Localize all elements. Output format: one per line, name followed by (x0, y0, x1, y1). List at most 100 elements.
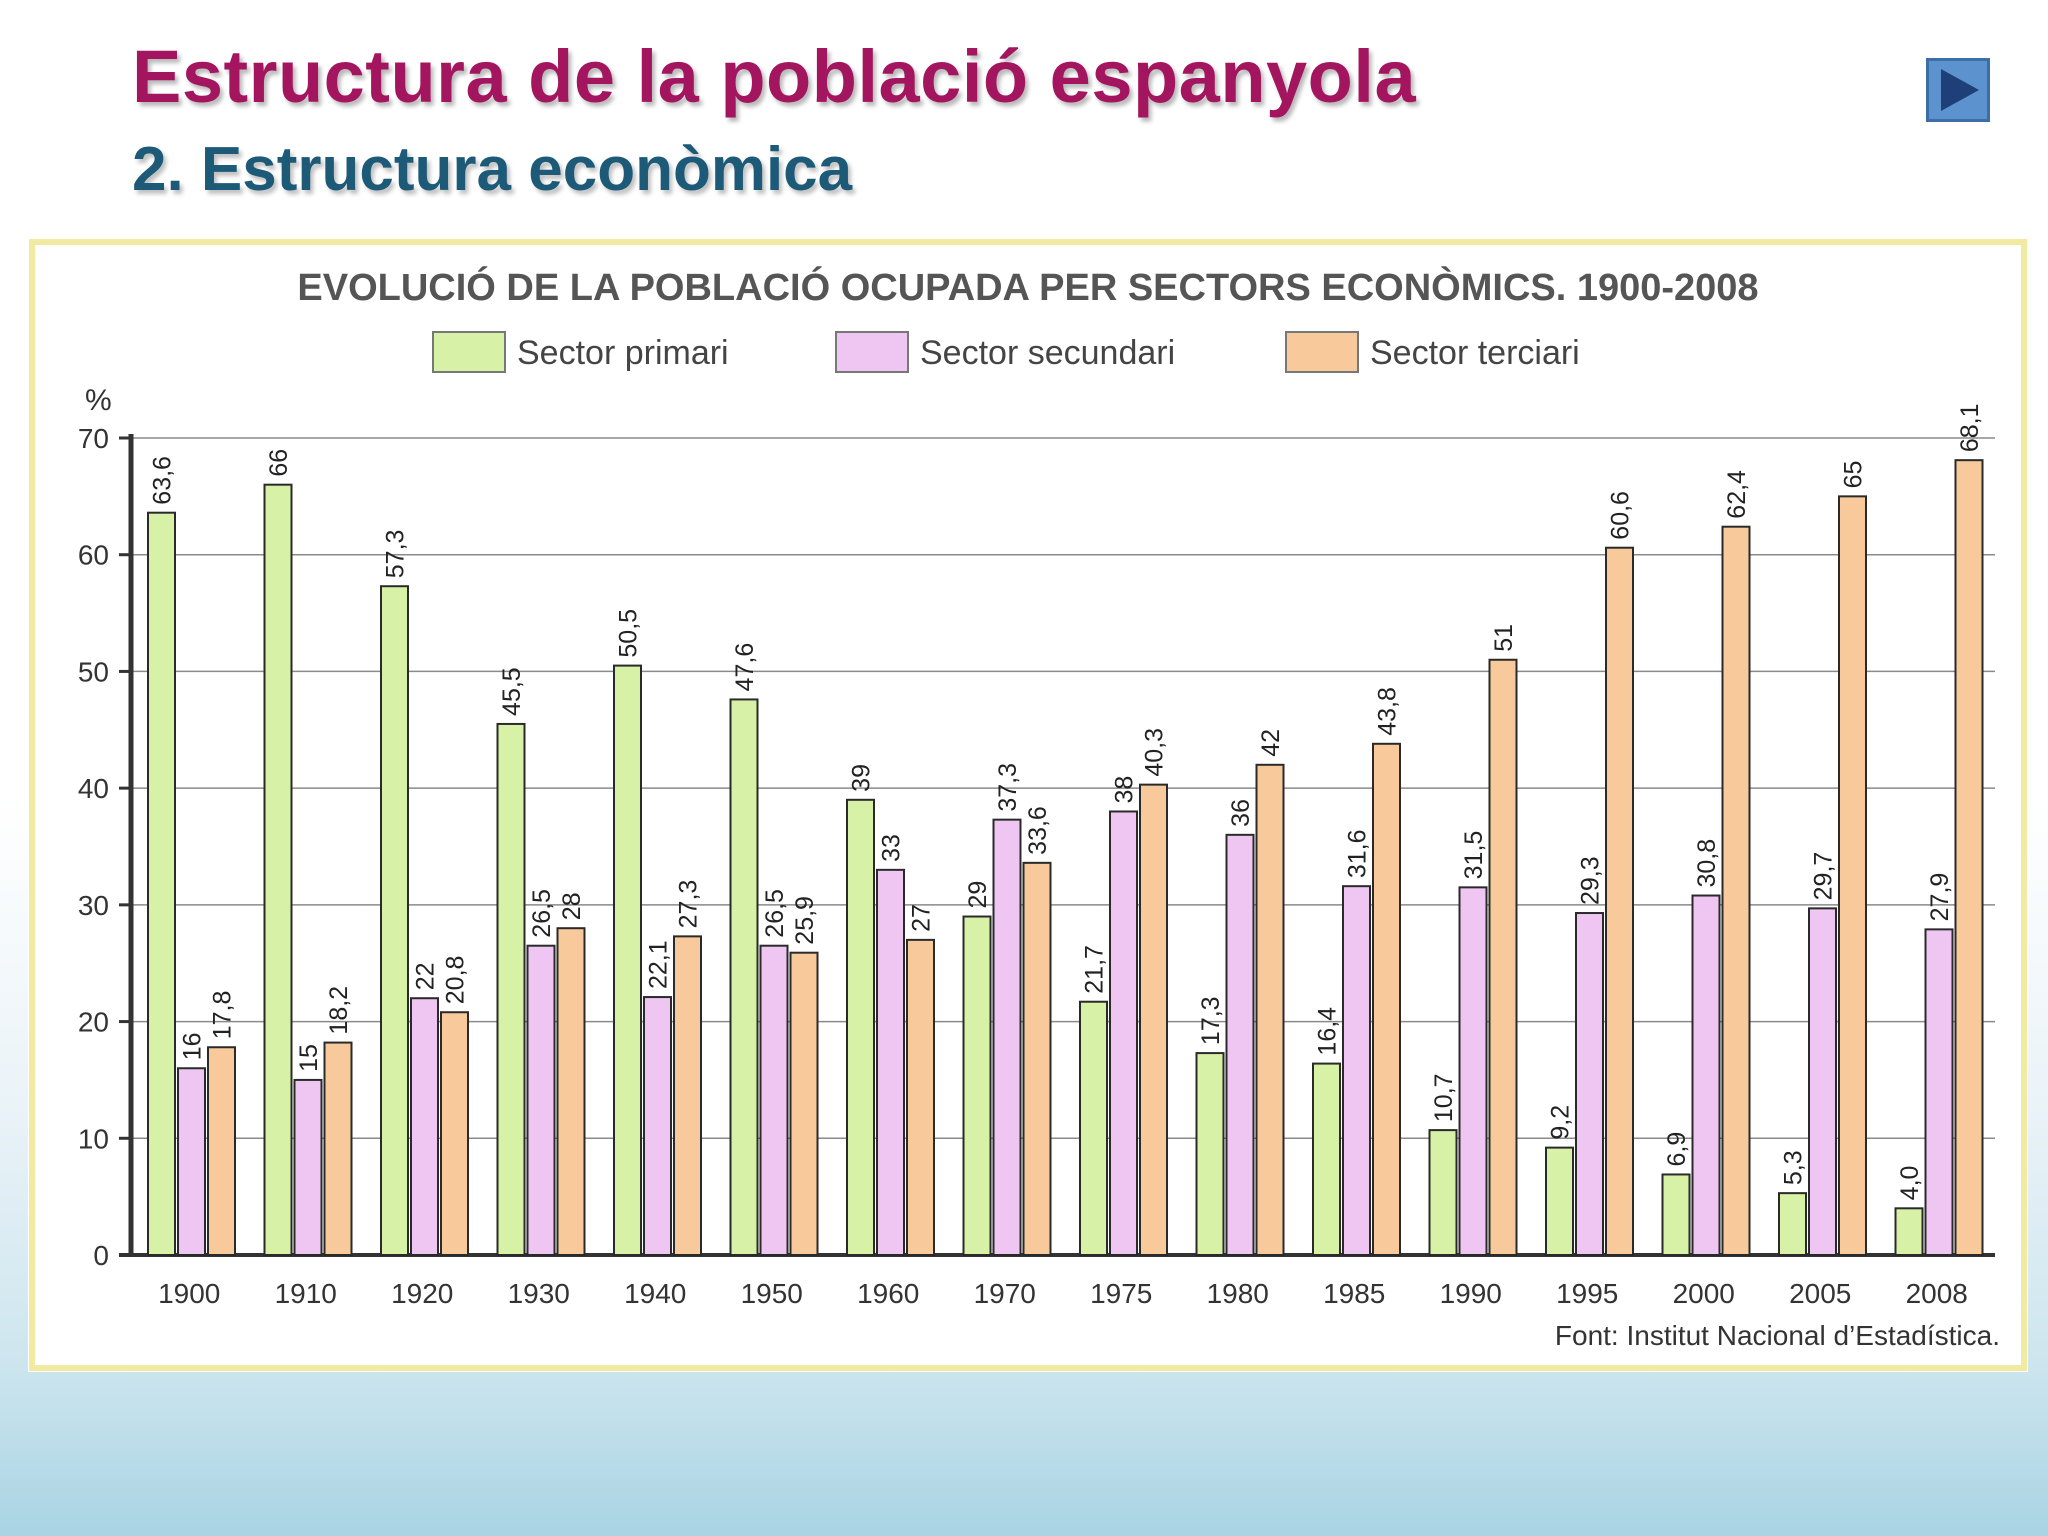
x-tick-label: 1975 (1090, 1278, 1152, 1309)
bar (526, 944, 556, 1256)
bar-value-label: 26,5 (761, 889, 789, 938)
x-tick-label: 1900 (158, 1278, 220, 1309)
bar-value-label: 31,5 (1460, 831, 1488, 880)
bar-value-label: 10,7 (1430, 1073, 1458, 1122)
x-tick-label: 1980 (1207, 1278, 1269, 1309)
bar-value-label: 62,4 (1723, 470, 1751, 519)
y-tick-label: 40 (78, 773, 109, 804)
legend-label: Sector secundari (920, 334, 1175, 372)
bar (1575, 912, 1604, 1257)
bar (1808, 907, 1837, 1256)
bar (1372, 742, 1401, 1256)
bar (1139, 783, 1168, 1256)
bar-value-label: 22,1 (645, 940, 673, 989)
bar-value-label: 15 (295, 1044, 323, 1072)
bar (1894, 1207, 1924, 1256)
bar (876, 868, 905, 1256)
bar (293, 1078, 323, 1257)
bar (1342, 885, 1371, 1256)
legend-label: Sector primari (517, 334, 729, 372)
bar-value-label: 50,5 (615, 609, 643, 658)
x-tick-label: 1940 (624, 1278, 686, 1309)
bar (789, 951, 819, 1257)
bar-value-label: 20,8 (442, 956, 470, 1005)
bar-value-label: 39 (848, 764, 876, 792)
bar (1312, 1062, 1341, 1256)
bar-value-label: 33 (878, 834, 906, 862)
bar-value-label: 36 (1227, 799, 1255, 827)
bar-value-label: 43,8 (1374, 687, 1402, 736)
bar (380, 585, 409, 1256)
bar (962, 915, 992, 1256)
bar (1691, 894, 1721, 1257)
bar-value-label: 42 (1257, 729, 1285, 757)
chart-frame: EVOLUCIÓ DE LA POBLACIÓ OCUPADA PER SECT… (28, 238, 2028, 1372)
bar (673, 935, 702, 1256)
bar (496, 722, 526, 1256)
bar-value-label: 40,3 (1141, 728, 1169, 777)
y-tick-label: 70 (78, 423, 109, 454)
slide-subtitle: 2. Estructura econòmica (132, 135, 853, 204)
x-tick-label: 1950 (741, 1278, 803, 1309)
legend-swatch (1285, 331, 1359, 373)
bar-value-label: 68,1 (1956, 404, 1984, 453)
x-tick-label: 1920 (391, 1278, 453, 1309)
bar (263, 483, 293, 1256)
bar (1079, 1000, 1108, 1256)
bar-value-label: 29,7 (1810, 852, 1838, 901)
bar (1721, 525, 1751, 1256)
bar-value-label: 21,7 (1081, 945, 1109, 994)
bar (207, 1046, 236, 1257)
bar (1605, 546, 1634, 1256)
population-sectors-chart: EVOLUCIÓ DE LA POBLACIÓ OCUPADA PER SECT… (29, 239, 2027, 1371)
bar-value-label: 6,9 (1663, 1132, 1691, 1167)
y-axis-label: % (85, 384, 112, 417)
bar (1488, 658, 1518, 1256)
bar (323, 1041, 353, 1257)
bar (410, 997, 439, 1256)
bar-value-label: 16,4 (1314, 1007, 1342, 1056)
bar (1109, 810, 1138, 1256)
x-tick-label: 1990 (1440, 1278, 1502, 1309)
bar (1545, 1146, 1574, 1257)
bar-value-label: 29 (964, 881, 992, 909)
bar (1458, 886, 1488, 1256)
bar-value-label: 5,3 (1780, 1150, 1808, 1185)
play-next-icon (1941, 69, 1979, 111)
x-tick-label: 1910 (275, 1278, 337, 1309)
bar-value-label: 33,6 (1024, 806, 1052, 855)
bar (643, 996, 672, 1256)
bar (1022, 861, 1052, 1257)
bar (1778, 1192, 1807, 1256)
bar (613, 664, 642, 1257)
x-tick-label: 2005 (1789, 1278, 1851, 1309)
x-axis-ticks: 1900 1910 1920 1930 1940 1950 1960 1970 1975 1980… (158, 1278, 1968, 1309)
y-tick-label: 60 (78, 540, 109, 571)
bar (440, 1011, 469, 1257)
bar-value-label: 16 (179, 1032, 207, 1060)
x-tick-label: 1970 (974, 1278, 1036, 1309)
next-slide-button[interactable] (1926, 58, 1990, 122)
bar-value-label: 4,0 (1896, 1166, 1924, 1201)
y-tick-label: 50 (78, 656, 109, 687)
legend-swatch (432, 331, 506, 373)
bar-value-label: 60,6 (1607, 491, 1635, 540)
bar (992, 818, 1022, 1256)
bar-value-label: 17,8 (209, 991, 237, 1040)
bar-value-label: 27,9 (1926, 873, 1954, 922)
x-tick-label: 1960 (857, 1278, 919, 1309)
bar-value-label: 31,6 (1344, 830, 1372, 879)
bar (556, 927, 586, 1256)
bar-value-label: 18,2 (325, 986, 353, 1035)
legend-label: Sector terciari (1370, 334, 1580, 372)
x-tick-label: 1995 (1556, 1278, 1618, 1309)
bar-value-label: 66 (265, 449, 293, 477)
slide-title: Estructura de la població espanyola (132, 35, 1417, 118)
bar (1428, 1129, 1458, 1257)
source-note: Font: Institut Nacional d’Estadística. (1554, 1320, 2000, 1351)
bar (1954, 459, 1984, 1256)
bar-value-label: 29,3 (1577, 856, 1605, 905)
bar (1924, 928, 1954, 1256)
bar-value-label: 47,6 (731, 643, 759, 692)
